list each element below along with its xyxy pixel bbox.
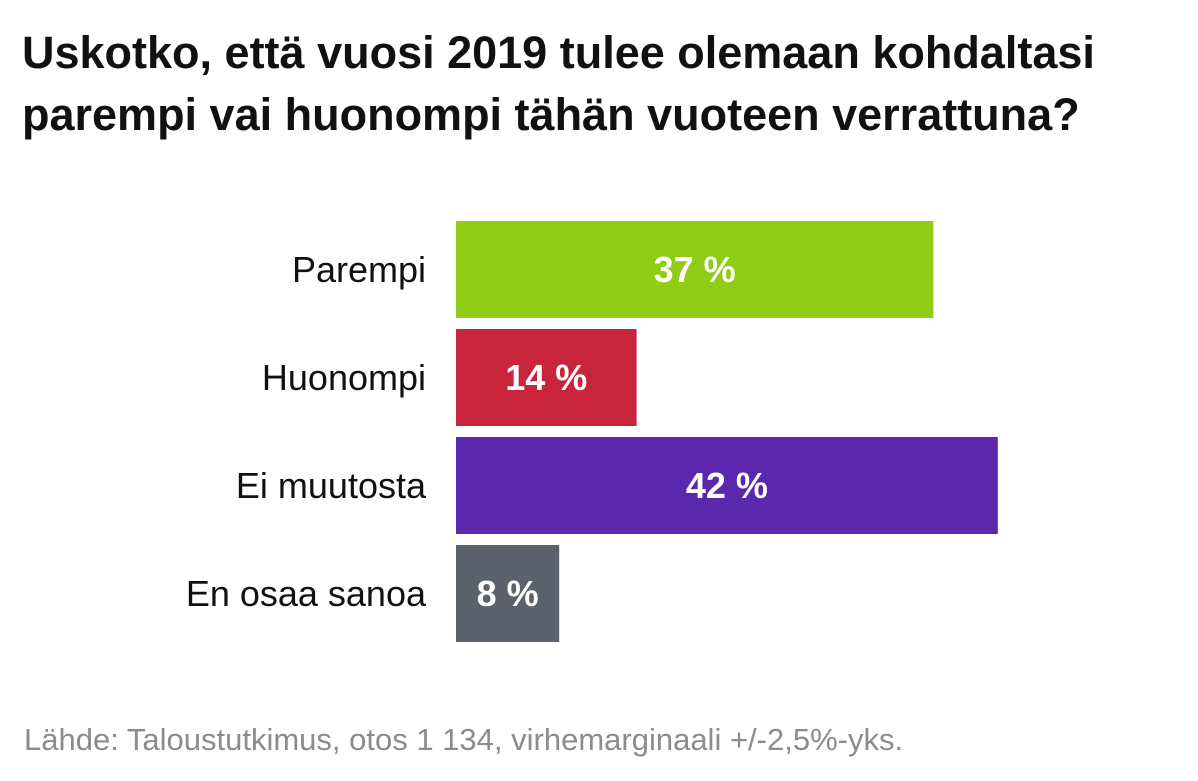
category-label-1: Huonompi	[262, 357, 426, 398]
value-label-0: 37 %	[654, 249, 736, 290]
bar-3	[456, 545, 560, 642]
value-label-2: 42 %	[686, 465, 768, 506]
bar-0	[456, 221, 934, 318]
category-label-0: Parempi	[292, 249, 426, 290]
bar-2	[456, 437, 998, 534]
value-label-1: 14 %	[505, 357, 587, 398]
value-label-3: 8 %	[477, 573, 539, 614]
category-label-3: En osaa sanoa	[186, 573, 427, 614]
category-label-2: Ei muutosta	[236, 465, 427, 506]
chart-title: Uskotko, että vuosi 2019 tulee olemaan k…	[22, 27, 1095, 140]
bar-1	[456, 329, 637, 426]
source-note: Lähde: Taloustutkimus, otos 1 134, virhe…	[24, 722, 904, 757]
